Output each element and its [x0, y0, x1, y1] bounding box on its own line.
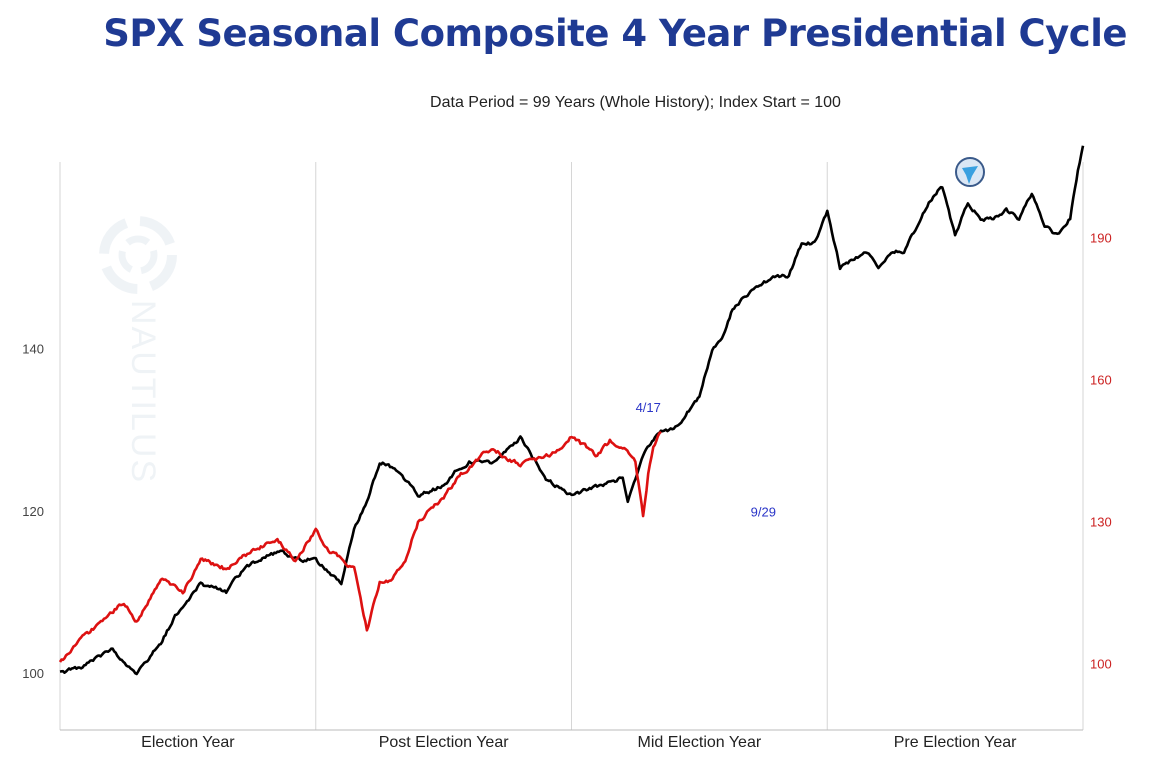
annotation-label: 4/17 — [636, 400, 661, 415]
y-right-tick-label: 160 — [1090, 373, 1112, 388]
y-left-tick-label: 120 — [22, 504, 44, 519]
y-left-tick-label: 140 — [22, 342, 44, 357]
y-right-tick-label: 100 — [1090, 657, 1112, 672]
watermark-swirl-inner-icon — [118, 235, 158, 275]
y-right-tick-label: 190 — [1090, 231, 1112, 246]
watermark-swirl-icon — [99, 216, 177, 294]
series-line-composite — [59, 145, 1085, 676]
y-left-tick-label: 100 — [22, 666, 44, 681]
series-line-current-cycle — [58, 430, 662, 663]
peak-marker-bird-icon — [962, 166, 978, 184]
x-category-label: Mid Election Year — [638, 734, 762, 751]
axes: Election Year Post Election Year Mid Elect… — [22, 231, 1111, 751]
peak-marker-icon — [955, 157, 985, 187]
y-right-tick-label: 130 — [1090, 515, 1112, 530]
series-layer — [58, 145, 1085, 676]
x-category-label: Election Year — [141, 734, 235, 751]
nautilus-watermark: NAUTILUS — [99, 216, 177, 484]
grid-lines — [59, 162, 1084, 730]
chart-title: SPX Seasonal Composite 4 Year Presidenti… — [103, 12, 1127, 55]
chart-subtitle: Data Period = 99 Years (Whole History); … — [430, 94, 841, 111]
annotations: 4/17 9/29 — [636, 400, 776, 520]
annotation-label: 9/29 — [751, 505, 776, 520]
x-category-label: Post Election Year — [379, 734, 510, 751]
x-category-label: Pre Election Year — [894, 734, 1017, 751]
watermark-text: NAUTILUS — [124, 300, 162, 484]
